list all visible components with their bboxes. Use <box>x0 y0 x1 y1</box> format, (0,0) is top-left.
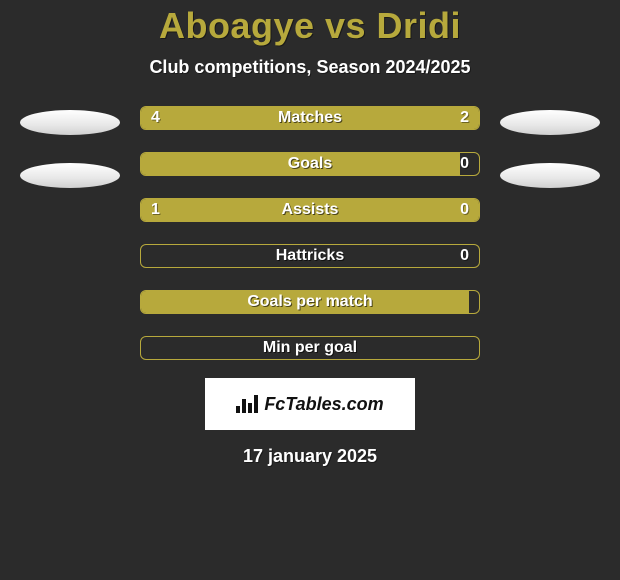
stat-left-value: 4 <box>141 107 366 129</box>
badge-text: FcTables.com <box>264 394 383 415</box>
player-marker <box>20 163 120 188</box>
left-player-markers <box>20 106 120 188</box>
stat-right-value: 0 <box>460 245 479 267</box>
chart-icon <box>236 395 258 413</box>
stat-left-value <box>141 245 460 267</box>
stat-right-value: 2 <box>366 107 479 129</box>
stat-row: 42Matches <box>140 106 480 130</box>
title: Aboagye vs Dridi <box>159 5 461 47</box>
stat-row: 10Assists <box>140 198 480 222</box>
date: 17 january 2025 <box>243 446 377 467</box>
player-marker <box>20 110 120 135</box>
comparison-infographic: Aboagye vs Dridi Club competitions, Seas… <box>0 0 620 467</box>
stat-bars: 42Matches 0Goals 10Assists 0Hattricks Goals … <box>140 106 480 360</box>
stat-right-value: 0 <box>460 153 479 175</box>
stat-row: Goals per match <box>140 290 480 314</box>
stat-left-value <box>141 337 469 359</box>
source-badge: FcTables.com <box>205 378 415 430</box>
stats-area: 42Matches 0Goals 10Assists 0Hattricks Goals … <box>0 106 620 360</box>
subtitle: Club competitions, Season 2024/2025 <box>149 57 470 78</box>
stat-row: 0Goals <box>140 152 480 176</box>
stat-right-value <box>469 337 479 359</box>
stat-left-value <box>141 153 460 175</box>
stat-row: 0Hattricks <box>140 244 480 268</box>
right-player-markers <box>500 106 600 188</box>
stat-left-value: 1 <box>141 199 405 221</box>
player-marker <box>500 163 600 188</box>
stat-row: Min per goal <box>140 336 480 360</box>
stat-left-value <box>141 291 469 313</box>
player-marker <box>500 110 600 135</box>
stat-right-value <box>469 291 479 313</box>
stat-right-value: 0 <box>405 199 479 221</box>
